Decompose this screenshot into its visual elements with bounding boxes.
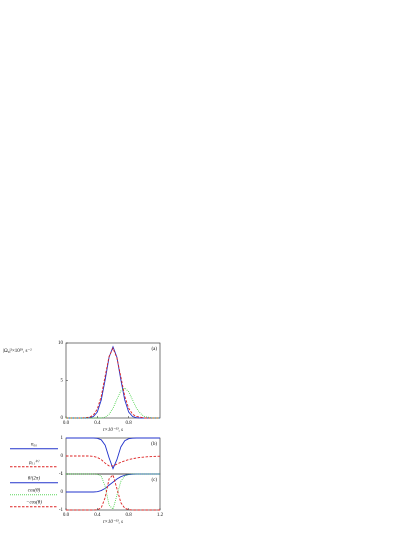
y-axis-label: |Ω₀|²×10²⁹, s⁻²	[3, 348, 32, 354]
panel-label: (a)	[151, 347, 157, 352]
panel-label: (b)	[151, 442, 157, 447]
y-tick-label: 0	[61, 416, 64, 421]
x-tick-label: 0.4	[94, 513, 101, 518]
legend-label: cos(θ)	[28, 488, 41, 493]
x-axis-label: t×10⁻¹³, s	[103, 519, 123, 525]
series-line	[66, 437, 160, 470]
legend-label: −cos(θ)	[26, 500, 42, 505]
x-axis-label: t×10⁻¹³, s	[103, 427, 123, 433]
x-tick-label: 1.2	[157, 513, 164, 518]
x-tick-label: 0.8	[126, 421, 133, 426]
series-line	[66, 347, 160, 419]
y-tick-label: 1	[61, 472, 64, 477]
y-tick-label: 0	[61, 454, 64, 459]
y-tick-label: 1	[61, 436, 64, 441]
plot-frame	[65, 342, 161, 419]
legend-label: ρ₀₁⁽¹⁾	[28, 459, 40, 465]
x-tick-label: 0.0	[63, 421, 70, 426]
x-tick-label: 0.8	[126, 513, 133, 518]
series-line	[66, 387, 160, 419]
y-tick-label: 5	[61, 379, 64, 384]
y-tick-label: 0	[61, 490, 64, 495]
y-tick-label: -1	[59, 472, 64, 477]
legend-label: θ/(2π)	[28, 476, 41, 481]
legend-label: n₀₀	[31, 442, 37, 447]
x-tick-label: 0.4	[94, 421, 101, 426]
x-tick-label: 0.0	[63, 513, 70, 518]
panel-label: (c)	[151, 478, 157, 483]
series-line	[66, 473, 160, 493]
y-tick-label: 10	[58, 341, 64, 346]
y-tick-label: -1	[59, 508, 64, 513]
series-line	[66, 455, 161, 467]
